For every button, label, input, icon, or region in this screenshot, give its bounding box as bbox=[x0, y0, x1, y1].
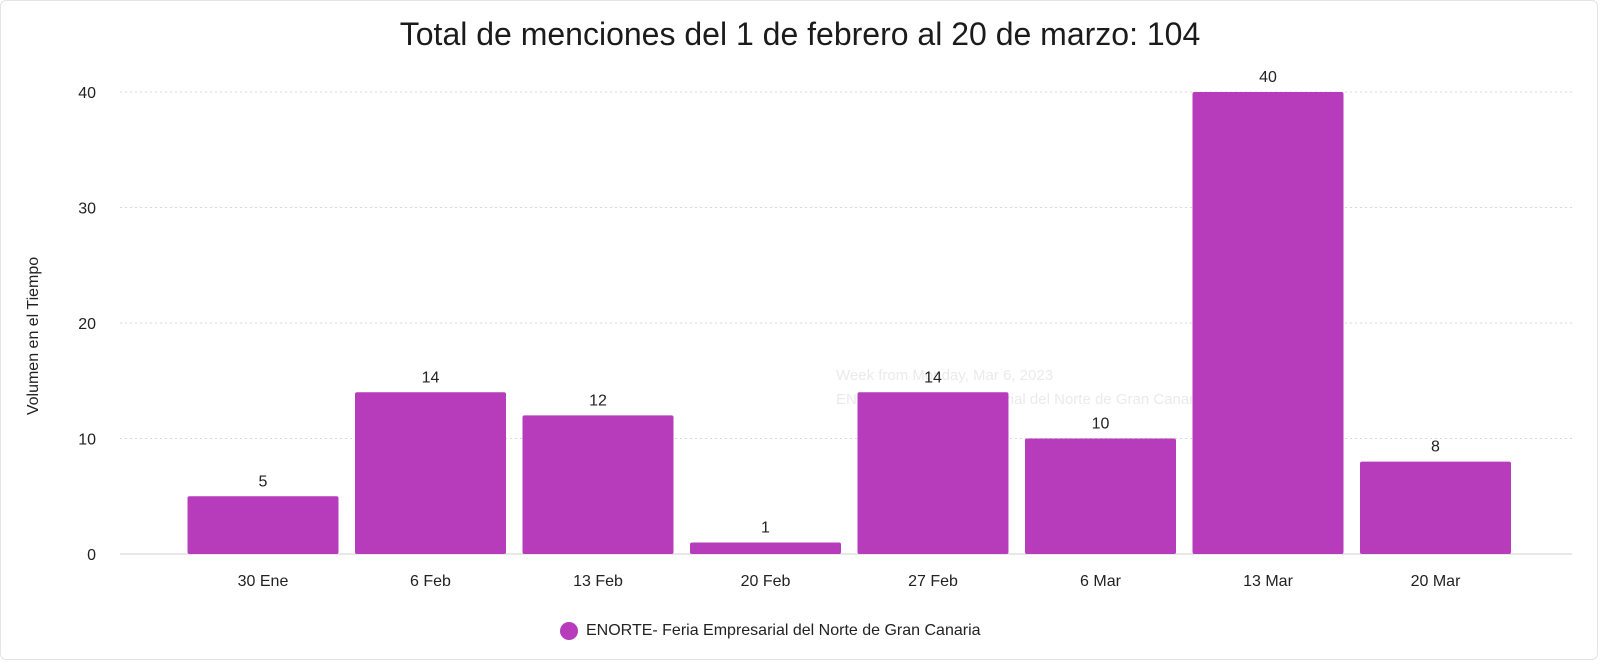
x-tick-label: 27 Feb bbox=[908, 573, 958, 590]
chart-title: Total de menciones del 1 de febrero al 2… bbox=[399, 16, 1201, 52]
bar[interactable] bbox=[857, 392, 1009, 554]
bar[interactable] bbox=[1360, 461, 1511, 554]
data-label: 10 bbox=[1092, 416, 1110, 433]
data-label: 5 bbox=[259, 473, 268, 490]
bar[interactable] bbox=[355, 392, 506, 554]
x-tick-label: 30 Ene bbox=[238, 573, 289, 590]
legend-swatch bbox=[560, 622, 578, 640]
tooltip-week: Week from Monday, Mar 6, 2023 bbox=[836, 367, 1054, 384]
bar[interactable] bbox=[690, 542, 841, 554]
bar[interactable] bbox=[187, 496, 339, 554]
x-tick-label: 6 Feb bbox=[410, 573, 451, 590]
data-label: 40 bbox=[1259, 69, 1277, 86]
bar[interactable] bbox=[522, 415, 674, 554]
y-tick-label: 10 bbox=[78, 432, 96, 449]
x-tick-label: 13 Mar bbox=[1243, 573, 1293, 590]
data-label: 8 bbox=[1431, 439, 1440, 456]
legend[interactable]: ENORTE- Feria Empresarial del Norte de G… bbox=[560, 622, 981, 640]
data-label: 12 bbox=[589, 392, 607, 409]
y-tick-label: 0 bbox=[87, 547, 96, 564]
data-label: 14 bbox=[924, 369, 942, 386]
data-label: 14 bbox=[422, 369, 440, 386]
y-tick-label: 30 bbox=[78, 201, 96, 218]
x-tick-label: 13 Feb bbox=[573, 573, 623, 590]
x-tick-label: 20 Mar bbox=[1411, 573, 1461, 590]
y-tick-label: 20 bbox=[78, 316, 96, 333]
legend-label: ENORTE- Feria Empresarial del Norte de G… bbox=[586, 622, 981, 639]
bar[interactable] bbox=[1192, 92, 1344, 554]
bar[interactable] bbox=[1025, 438, 1176, 555]
x-tick-label: 20 Feb bbox=[741, 573, 791, 590]
data-label: 1 bbox=[761, 519, 770, 536]
y-tick-label: 40 bbox=[78, 85, 96, 102]
x-tick-label: 6 Mar bbox=[1080, 573, 1122, 590]
